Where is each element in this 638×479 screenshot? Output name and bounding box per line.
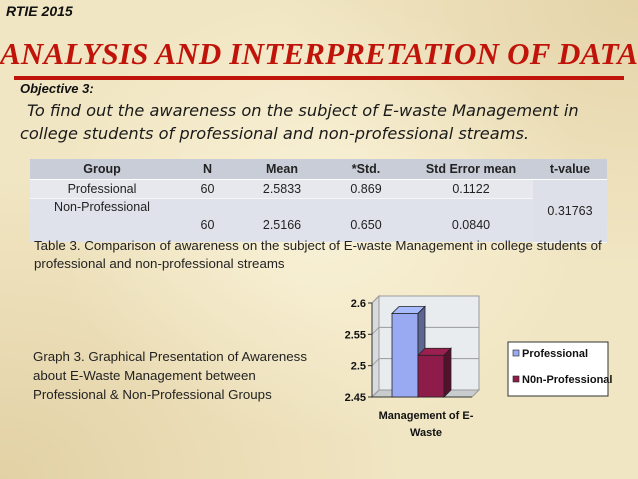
graph-caption: Graph 3. Graphical Presentation of Aware…: [33, 349, 307, 402]
cell-std-error: 0.1122: [409, 179, 533, 199]
legend-box: [507, 341, 609, 397]
bar-professional: [391, 313, 419, 398]
objective-line-2: college students of professional and non…: [20, 124, 530, 143]
conference-label: RTIE 2015: [6, 3, 73, 19]
cell-group: Professional: [30, 179, 174, 199]
chart-side-wall: [371, 294, 380, 399]
cell-t-value: 0.31763: [533, 179, 607, 243]
y-tick-label: 2.45: [345, 392, 366, 404]
table-row: Professional 60 2.5833 0.869 0.1122 0.31…: [30, 179, 607, 243]
x-tick-label: Waste: [410, 427, 442, 439]
slide-title: ANALYSIS AND INTERPRETATION OF DATA: [0, 36, 638, 71]
bar-side-n0n-professional: [443, 347, 452, 398]
cell-mean: 2.5833: [241, 179, 323, 199]
objective-text: To find out the awareness on the subject…: [20, 99, 626, 145]
gridline-depth: [371, 358, 380, 367]
col-header-group: Group: [30, 159, 174, 180]
y-tick-label: 2.6: [351, 298, 366, 310]
col-header-n: N: [174, 159, 241, 180]
table-header-row: Group N Mean *Std. Std Error mean t-valu…: [30, 159, 607, 180]
cell-n: 60: [174, 179, 241, 199]
legend-label: N0n-Professional: [522, 374, 612, 386]
y-tick-label: 2.5: [351, 361, 366, 373]
col-header-std-error: Std Error mean: [409, 159, 533, 180]
x-tick-label: Management of E-: [379, 410, 474, 422]
legend-swatch: [512, 375, 520, 383]
gridline-depth: [371, 326, 380, 335]
cell-mean: 2.5166: [241, 198, 323, 242]
title-underline: [14, 76, 624, 80]
bar-n0n-professional: [417, 354, 445, 398]
cell-n: 60: [174, 198, 241, 242]
legend-swatch: [512, 349, 520, 357]
gridline-depth: [371, 389, 380, 398]
cell-std: 0.869: [323, 179, 409, 199]
col-header-mean: Mean: [241, 159, 323, 180]
objective-label: Objective 3:: [20, 81, 94, 96]
cell-group: Non-Professional: [30, 198, 174, 242]
cell-std-error: 0.0840: [409, 198, 533, 242]
table-row: Non-Professional 60 2.5166 0.650 0.0840: [30, 198, 607, 242]
cell-std: 0.650: [323, 198, 409, 242]
comparison-table: Group N Mean *Std. Std Error mean t-valu…: [30, 159, 607, 243]
legend-label: Professional: [522, 348, 588, 360]
gridline-depth: [371, 295, 380, 304]
bar-chart: 2.45 2.5 2.55 2.6 Management of E- Waste Profe…: [345, 294, 612, 439]
col-header-std: *Std.: [323, 159, 409, 180]
col-header-t-value: t-value: [533, 159, 607, 180]
y-tick-label: 2.55: [345, 329, 366, 341]
table-caption: Table 3. Comparison of awareness on the …: [34, 238, 602, 271]
objective-line-1: To find out the awareness on the subject…: [27, 101, 579, 120]
